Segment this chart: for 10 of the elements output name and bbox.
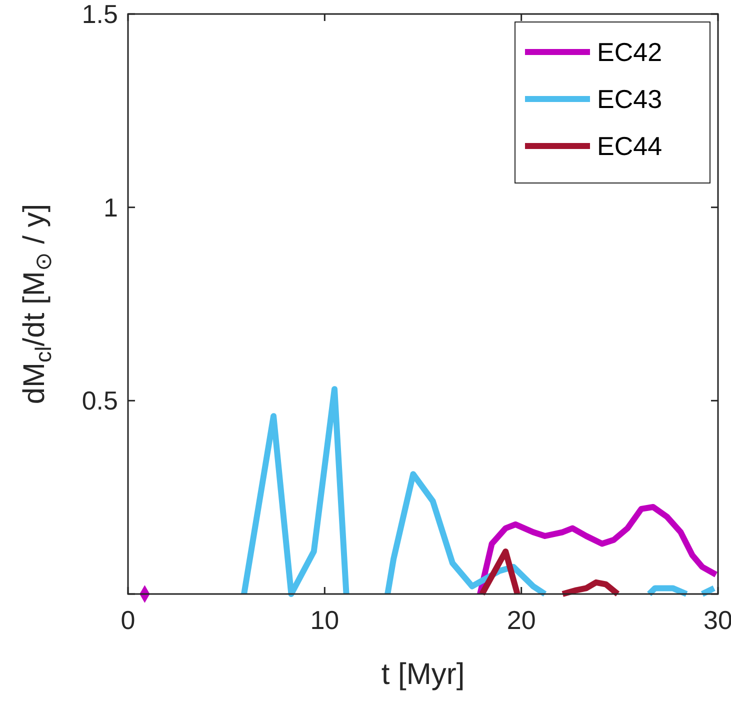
y-tick-label: 0.5 [82,386,118,416]
x-tick-label: 20 [506,605,536,635]
x-tick-label: 0 [120,605,136,635]
x-tick-label: 10 [310,605,340,635]
x-axis-title: t [Myr] [381,658,465,691]
y-tick-label: 1 [104,192,118,222]
y-tick-label: 1.5 [82,0,118,29]
legend-label: EC43 [597,84,662,114]
legend-label: EC42 [597,37,662,67]
legend-label: EC44 [597,131,662,161]
